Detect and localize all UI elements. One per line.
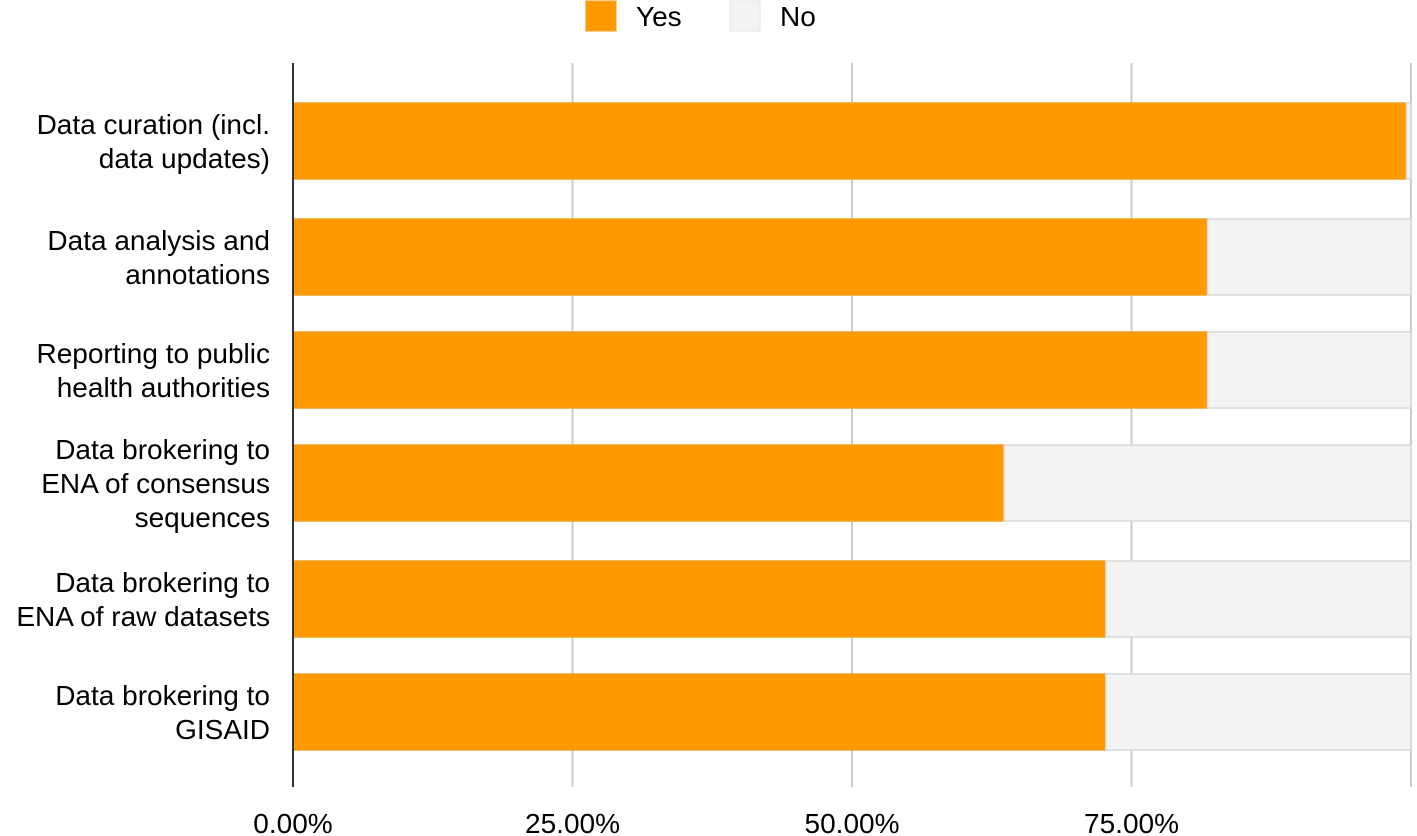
category-labels: Data curation (incl. data updates) Data an… <box>16 109 270 745</box>
bar-no-1[interactable] <box>1206 218 1412 296</box>
bar-yes-3[interactable] <box>292 444 1005 522</box>
category-label: Data curation (incl. data updates) <box>37 109 270 174</box>
bar-no-4[interactable] <box>1105 560 1412 638</box>
bar-no-5[interactable] <box>1105 673 1412 751</box>
bar-yes-5[interactable] <box>292 673 1107 751</box>
legend-label-no[interactable]: No <box>780 1 816 32</box>
category-label: Data brokering to GISAID <box>55 680 270 745</box>
x-tick-label: 75.00% <box>1084 808 1179 836</box>
x-tick-label: 25.00% <box>525 808 620 836</box>
gridlines <box>571 63 1412 787</box>
category-label: Data brokering to ENA of raw datasets <box>16 567 270 632</box>
category-label: Data brokering to ENA of consensus sequenc… <box>41 434 270 533</box>
x-tick-label: 0.00% <box>253 808 332 836</box>
bar-yes-1[interactable] <box>292 218 1209 296</box>
legend-swatch-yes[interactable] <box>585 0 617 32</box>
category-label: Data analysis and annotations <box>47 225 270 290</box>
bar-no-0[interactable] <box>1405 102 1412 180</box>
bar-no-2[interactable] <box>1206 331 1412 409</box>
bar-yes-0[interactable] <box>292 102 1408 180</box>
bars <box>292 102 1412 751</box>
legend-label-yes[interactable]: Yes <box>636 1 682 32</box>
x-tick-labels: 0.00% 25.00% 50.00% 75.00% <box>253 808 1179 836</box>
category-label: Reporting to public health authorities <box>37 338 270 403</box>
bar-no-3[interactable] <box>1003 444 1412 522</box>
x-tick-label: 50.00% <box>805 808 900 836</box>
legend[interactable]: Yes No <box>585 0 816 32</box>
bar-yes-2[interactable] <box>292 331 1209 409</box>
bar-yes-4[interactable] <box>292 560 1107 638</box>
legend-swatch-no[interactable] <box>729 0 761 32</box>
